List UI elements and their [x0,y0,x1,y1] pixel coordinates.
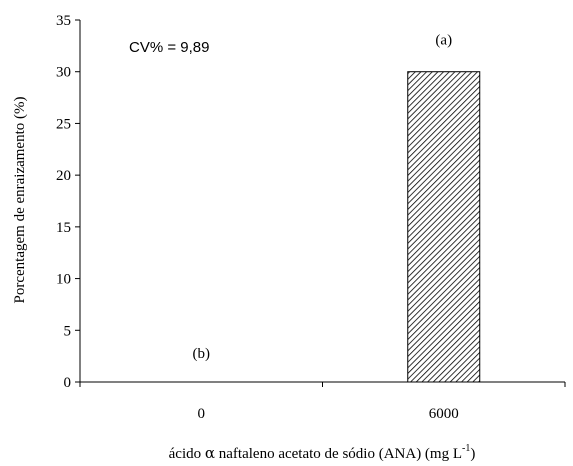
axes-group [75,19,566,387]
x-tick-label: 6000 [429,406,459,422]
alpha-symbol: α [205,444,215,462]
bars-group [407,71,481,383]
y-tick-label: 15 [56,220,71,236]
x-axis-title: ácido α naftaleno acetato de sódio (ANA)… [169,443,476,462]
y-tick-label: 10 [56,272,71,288]
labels-group: 0 5 10 15 20 25 30 35 0 6000 (b) (a) [56,13,459,422]
bar-label: (a) [435,33,452,49]
y-axis-title: Porcentagem de enraizamento (%) [12,97,28,304]
y-tick-label: 25 [56,116,71,132]
x-axis-title-middle: naftaleno acetato de sódio (ANA) (mg L [215,446,462,462]
y-tick-label: 30 [56,65,71,81]
x-axis-title-superscript: -1 [462,443,470,454]
y-tick-label: 0 [64,375,72,391]
bar-6000 [407,71,481,383]
x-axis-title-suffix: ) [470,446,475,462]
y-tick-label: 5 [64,323,72,339]
y-tick-label: 35 [56,13,71,29]
cv-annotation: CV% = 9,89 [129,39,209,56]
bar-label: (b) [193,346,211,362]
x-axis-title-prefix: ácido [169,446,205,462]
x-tick-label: 0 [198,406,206,422]
y-tick-label: 20 [56,168,71,184]
